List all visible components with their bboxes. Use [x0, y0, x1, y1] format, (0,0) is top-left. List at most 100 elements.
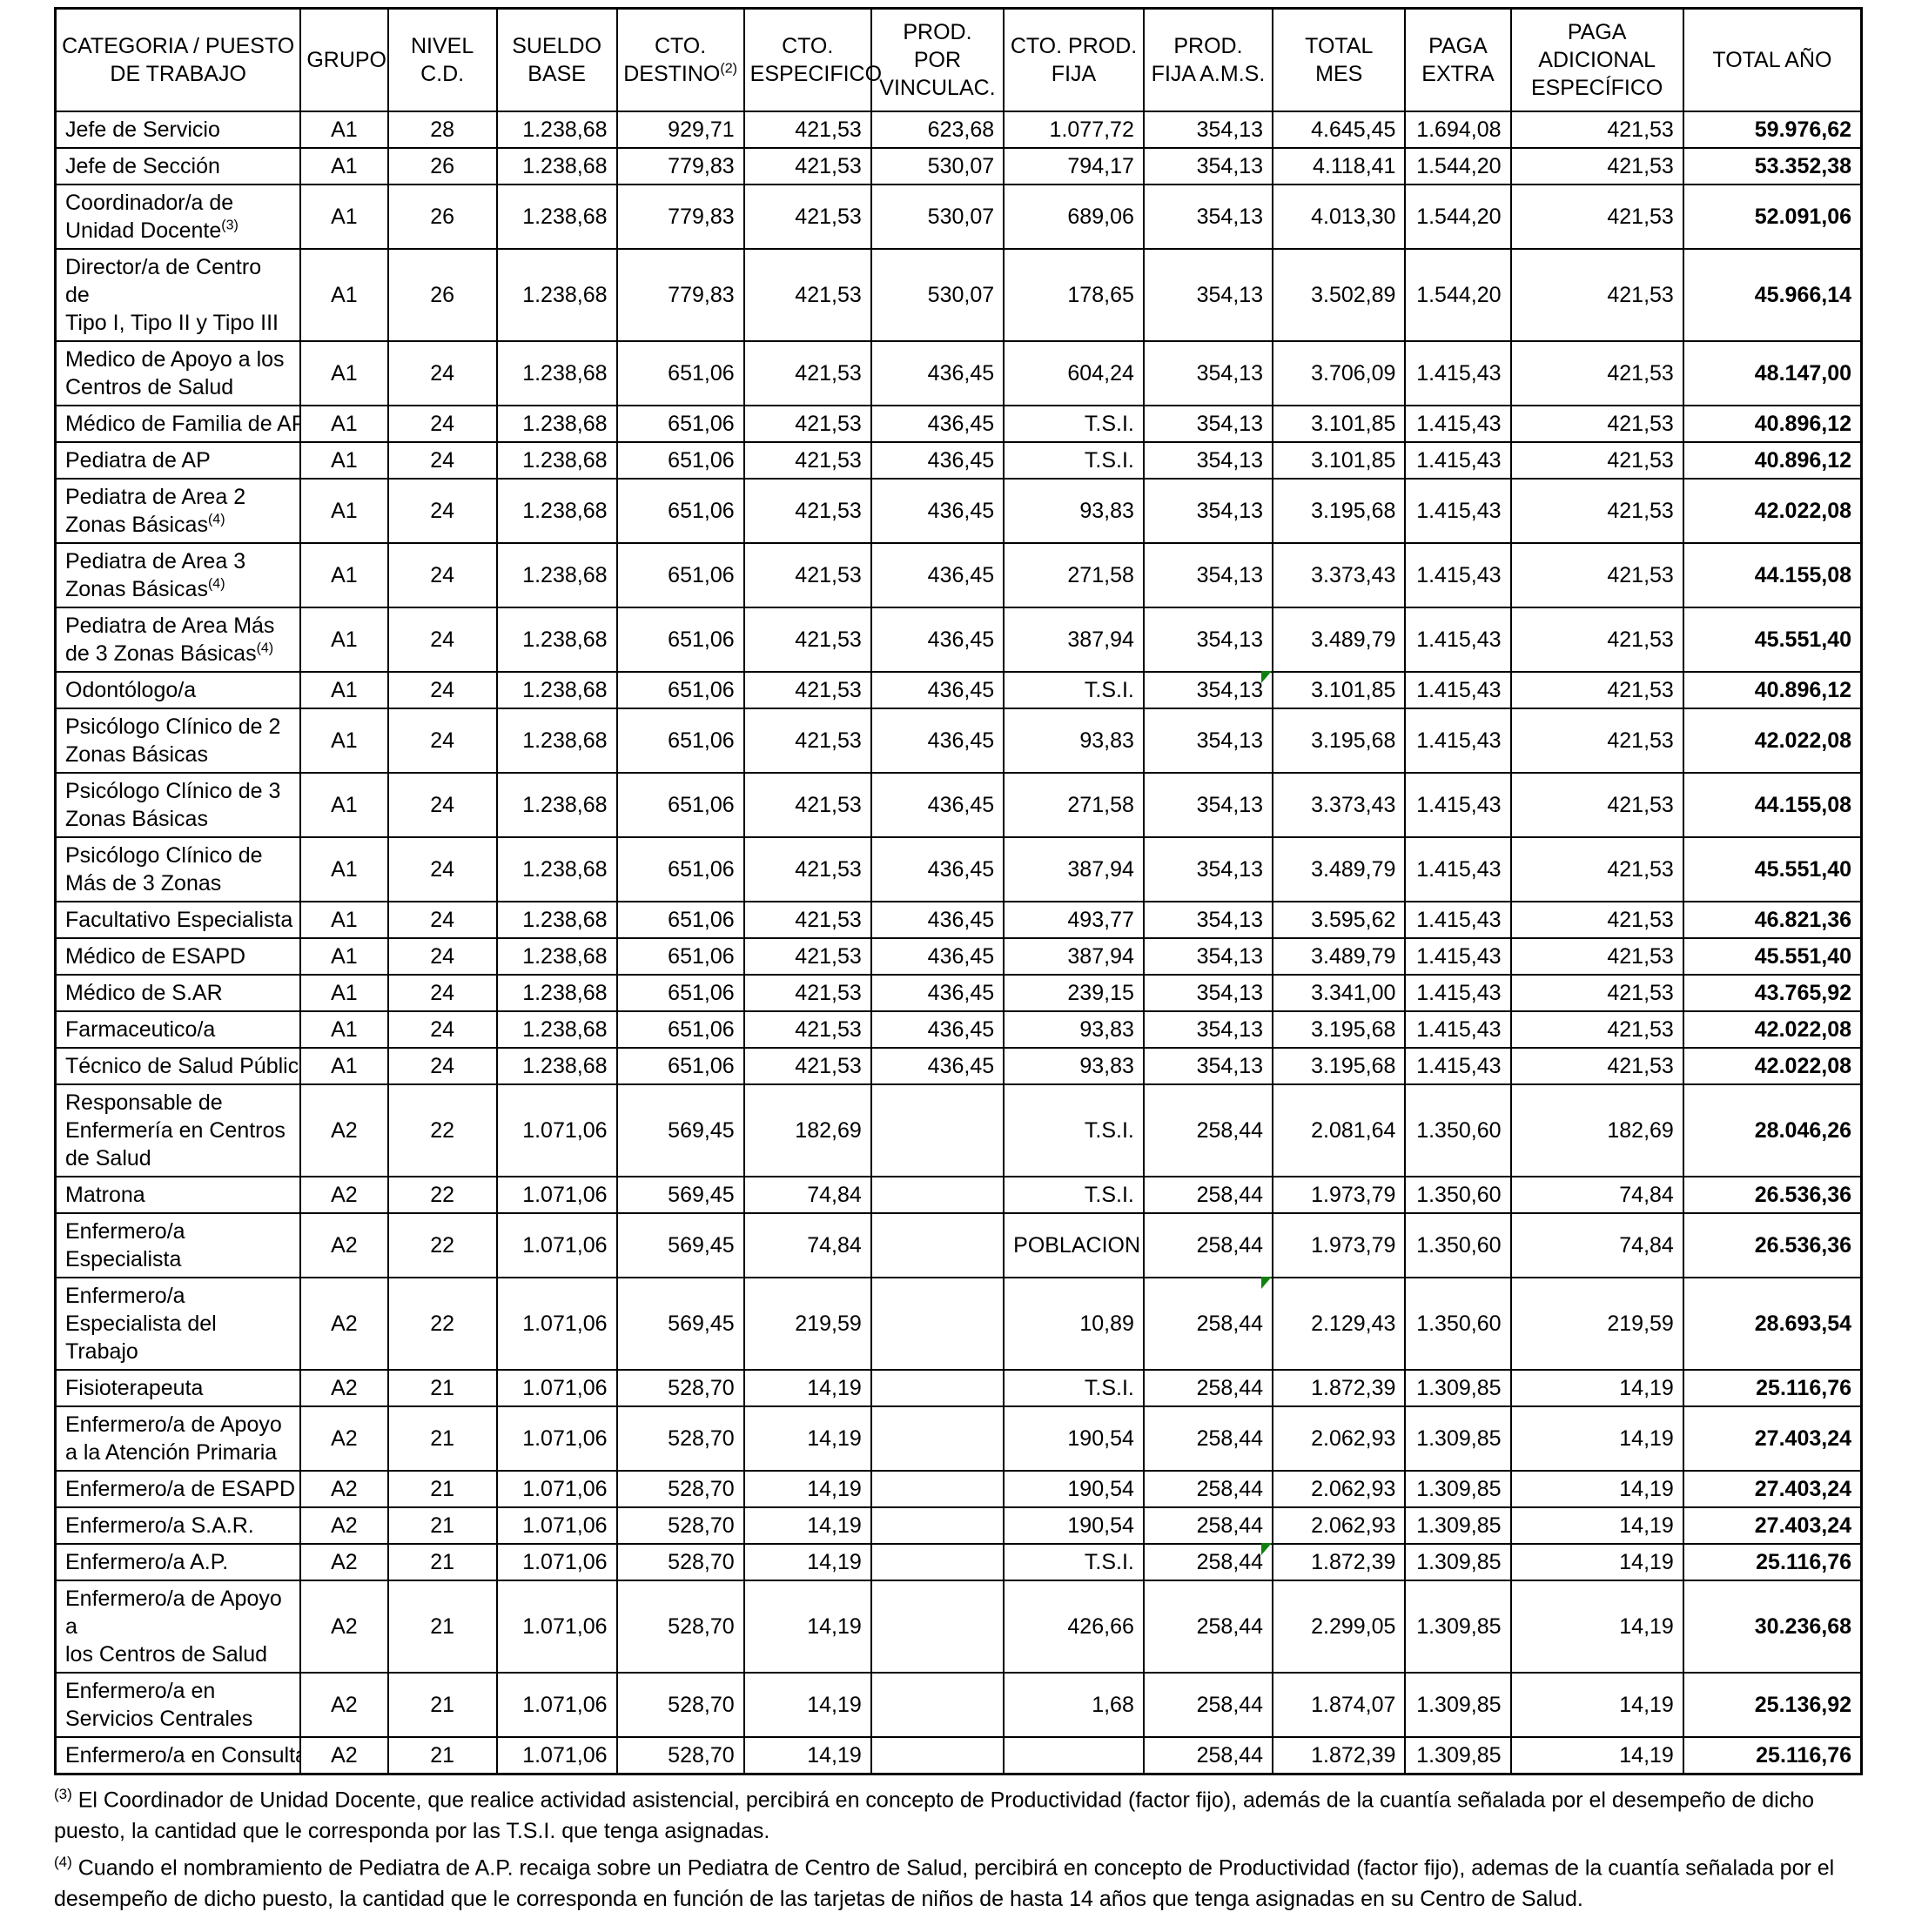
cell-total-anio: 25.116,76	[1682, 1369, 1863, 1407]
total-mes-value: 3.195,68	[1311, 499, 1396, 523]
cell-total-mes: 2.081,64	[1272, 1083, 1407, 1177]
categoria-line2: Enfermería en Centros	[65, 1118, 286, 1143]
cell-paga-extra: 1.309,85	[1404, 1506, 1512, 1545]
cto-destino-value: 651,06	[668, 908, 735, 932]
cell-cto-prod-fija: 1.077,72	[1003, 111, 1145, 149]
categoria-line1: Enfermero/a	[65, 1284, 185, 1308]
col-header-paga-adicional-especifico: PAGA ADICIONAL ESPECÍFICO	[1509, 7, 1684, 112]
cto-destino-value: 528,70	[668, 1743, 735, 1768]
cto-prod-fija-value: 93,83	[1079, 728, 1134, 753]
categoria-line1: Psicólogo Clínico de 3	[65, 779, 281, 803]
grupo-value: A1	[331, 283, 358, 307]
total-mes-value: 2.062,93	[1311, 1513, 1396, 1538]
total-mes-value: 3.489,79	[1311, 857, 1396, 882]
cell-prod-vinculac: 623,68	[870, 111, 1005, 149]
grupo-value: A2	[331, 1743, 358, 1768]
cto-prod-fija-value: T.S.I.	[1084, 448, 1134, 473]
cell-nivel: 22	[386, 1277, 498, 1371]
cell-total-mes: 1.973,79	[1272, 1176, 1407, 1214]
nivel-value: 22	[430, 1183, 455, 1207]
grupo-value: A2	[331, 1477, 358, 1501]
cell-cto-especifico: 421,53	[742, 836, 872, 902]
cell-prod-vinculac: 436,45	[870, 708, 1005, 774]
salary-table: CATEGORIA / PUESTO DE TRABAJO GRUPO NIVE…	[54, 7, 1863, 1775]
paga-extra-value: 1.415,43	[1416, 412, 1502, 436]
categoria-line2: a la Atención Primaria	[65, 1440, 278, 1465]
prod-fija-ams-value: 258,44	[1196, 1311, 1264, 1336]
cell-total-anio: 42.022,08	[1682, 478, 1863, 544]
cell-paga-adicional: 421,53	[1509, 184, 1684, 250]
categoria-line2: de 3 Zonas Básicas	[65, 641, 257, 666]
sueldo-base-value: 1.238,68	[522, 205, 608, 229]
cell-categoria: Enfermero/a Especialista	[54, 1212, 302, 1278]
col-header-cto-destino-line1: CTO.	[654, 34, 707, 58]
categoria-text: Enfermero/a S.A.R.	[65, 1513, 254, 1538]
total-mes-value: 4.118,41	[1312, 154, 1396, 178]
nivel-value: 24	[430, 728, 455, 753]
cell-cto-especifico: 421,53	[742, 607, 872, 673]
grupo-value: A1	[331, 981, 358, 1005]
paga-extra-value: 1.415,43	[1416, 944, 1502, 969]
cto-especifico-value: 421,53	[795, 627, 862, 652]
total-anio-value: 28.046,26	[1754, 1118, 1851, 1143]
cell-paga-adicional: 182,69	[1509, 1083, 1684, 1177]
cell-prod-fija-ams: 354,13	[1142, 671, 1274, 709]
cell-cto-especifico: 14,19	[742, 1543, 872, 1581]
col-header-grupo: GRUPO	[299, 7, 389, 112]
cell-cto-especifico: 182,69	[742, 1083, 872, 1177]
cell-cto-especifico: 421,53	[742, 708, 872, 774]
cell-cto-prod-fija: 190,54	[1003, 1470, 1145, 1508]
prod-fija-ams-value: 354,13	[1196, 793, 1264, 817]
grupo-value: A1	[331, 154, 358, 178]
table-row: Enfermero/a en Servicios Centrales A2 21 1.0…	[54, 1672, 1863, 1738]
table-row: Farmaceutico/a A1 24 1.238,68 651,06 421,53 43…	[54, 1010, 1863, 1049]
cto-especifico-value: 421,53	[795, 412, 862, 436]
col-header-categoria-line1: CATEGORIA / PUESTO	[62, 34, 295, 58]
table-row: Enfermero/a de Apoyo a la Atención Primar…	[54, 1405, 1863, 1472]
cell-total-mes: 4.118,41	[1272, 147, 1407, 185]
cell-nivel: 24	[386, 405, 498, 443]
categoria-text: Jefe de Servicio	[65, 117, 220, 142]
cell-total-mes: 3.101,85	[1272, 671, 1407, 709]
cto-destino-value: 651,06	[668, 563, 735, 587]
cto-especifico-value: 74,84	[807, 1233, 862, 1258]
cell-grupo: A1	[299, 836, 389, 902]
total-mes-value: 3.489,79	[1311, 944, 1396, 969]
paga-extra-value: 1.309,85	[1416, 1693, 1502, 1717]
prod-fija-ams-value: 354,13	[1196, 283, 1264, 307]
nivel-value: 21	[430, 1477, 455, 1501]
cell-prod-vinculac: 436,45	[870, 441, 1005, 480]
total-anio-value: 30.236,68	[1754, 1614, 1851, 1639]
cell-nivel: 21	[386, 1543, 498, 1581]
cell-grupo: A1	[299, 405, 389, 443]
grupo-value: A2	[331, 1426, 358, 1451]
cell-grupo: A1	[299, 607, 389, 673]
total-anio-value: 45.551,40	[1754, 944, 1851, 969]
cell-paga-extra: 1.415,43	[1404, 1010, 1512, 1049]
cell-cto-especifico: 14,19	[742, 1506, 872, 1545]
categoria-text: Médico de S.AR	[65, 981, 223, 1005]
cell-categoria: Facultativo Especialista	[54, 901, 302, 939]
total-anio-value: 42.022,08	[1754, 1017, 1851, 1042]
cell-grupo: A2	[299, 1470, 389, 1508]
cell-cto-destino: 528,70	[615, 1580, 745, 1674]
grupo-value: A2	[331, 1513, 358, 1538]
cell-prod-fija-ams: 354,13	[1142, 1047, 1274, 1085]
cell-cto-destino: 651,06	[615, 836, 745, 902]
nivel-value: 26	[430, 154, 455, 178]
cell-paga-extra: 1.309,85	[1404, 1369, 1512, 1407]
sueldo-base-value: 1.238,68	[522, 678, 608, 702]
col-header-cto-especifico: CTO. ESPECIFICO	[742, 7, 882, 112]
cell-cto-prod-fija: 190,54	[1003, 1405, 1145, 1472]
paga-extra-value: 1.694,08	[1416, 117, 1502, 142]
paga-adicional-value: 74,84	[1619, 1233, 1674, 1258]
total-mes-value: 3.595,62	[1311, 908, 1396, 932]
cell-nivel: 21	[386, 1470, 498, 1508]
cell-paga-extra: 1.415,43	[1404, 607, 1512, 673]
cto-especifico-value: 421,53	[795, 857, 862, 882]
grupo-value: A1	[331, 627, 358, 652]
table-row: Médico de S.AR A1 24 1.238,68 651,06 421,53 43…	[54, 974, 1863, 1012]
cell-categoria: Médico de S.AR	[54, 974, 302, 1012]
table-row: Matrona A2 22 1.071,06 569,45 74,84 T.S.I. 258,…	[54, 1176, 1863, 1214]
cell-prod-vinculac: 436,45	[870, 772, 1005, 838]
